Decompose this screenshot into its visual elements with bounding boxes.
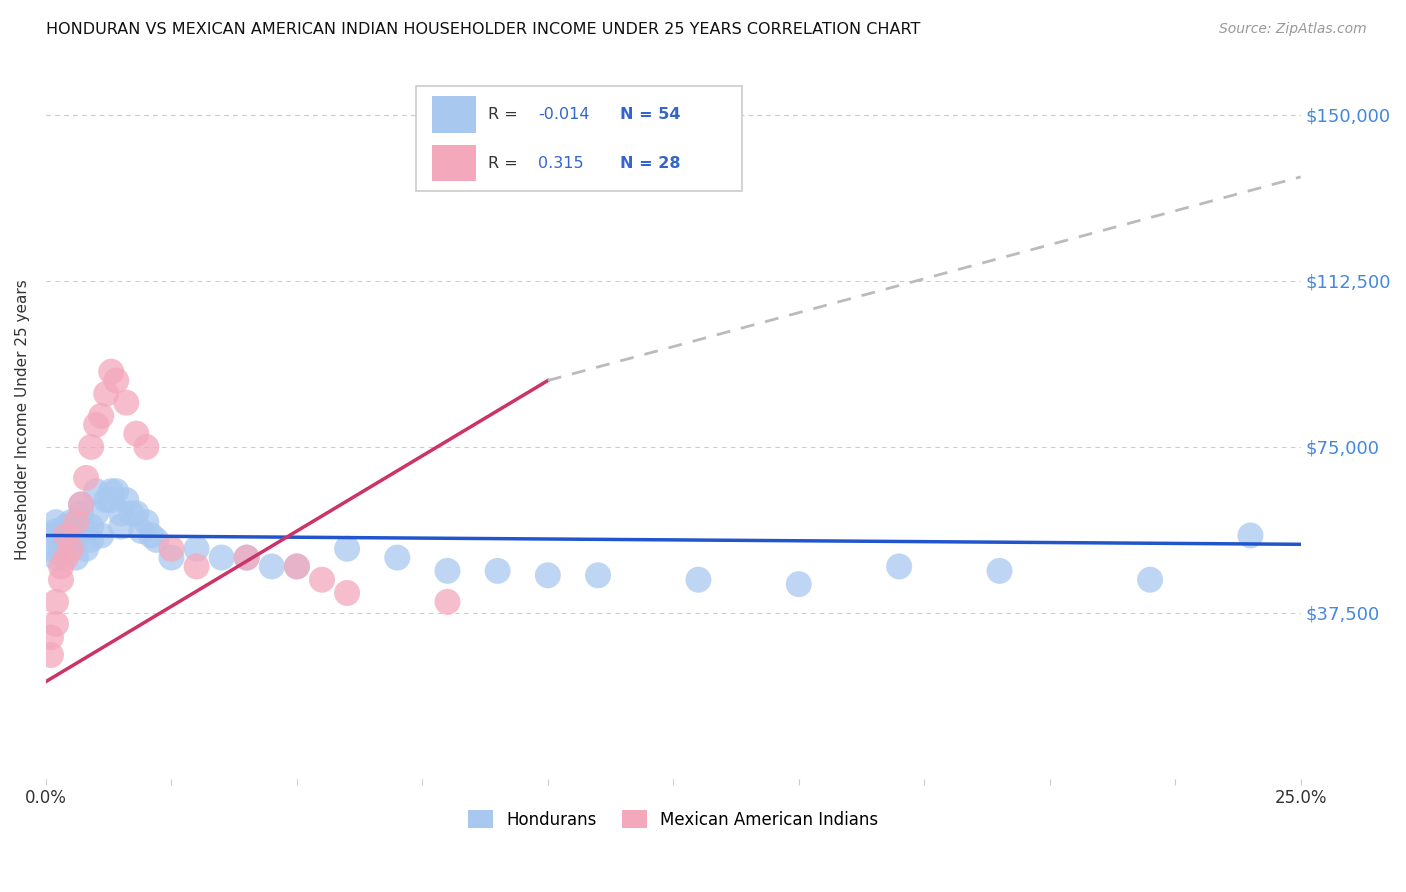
Point	[105, 484, 128, 499]
Point	[80, 519, 103, 533]
Point	[336, 586, 359, 600]
Point	[55, 528, 77, 542]
Point	[49, 559, 72, 574]
Point	[436, 564, 458, 578]
Point	[1139, 573, 1161, 587]
Point	[55, 550, 77, 565]
Point	[84, 484, 107, 499]
Point	[39, 648, 62, 662]
Point	[70, 498, 93, 512]
Point	[131, 524, 153, 538]
Point	[80, 440, 103, 454]
Point	[186, 541, 208, 556]
Point	[45, 550, 67, 565]
Point	[311, 573, 333, 587]
Point	[160, 550, 183, 565]
Legend: Hondurans, Mexican American Indians: Hondurans, Mexican American Indians	[461, 804, 884, 835]
Point	[336, 541, 359, 556]
Point	[80, 533, 103, 547]
Point	[49, 573, 72, 587]
Point	[70, 506, 93, 520]
Point	[125, 506, 148, 520]
Point	[55, 537, 77, 551]
Point	[115, 493, 138, 508]
Point	[96, 386, 118, 401]
Point	[75, 471, 97, 485]
Point	[55, 519, 77, 533]
Point	[537, 568, 560, 582]
Point	[84, 417, 107, 432]
Text: HONDURAN VS MEXICAN AMERICAN INDIAN HOUSEHOLDER INCOME UNDER 25 YEARS CORRELATIO: HONDURAN VS MEXICAN AMERICAN INDIAN HOUS…	[46, 22, 921, 37]
Point	[285, 559, 308, 574]
Point	[45, 524, 67, 538]
Point	[988, 564, 1011, 578]
Point	[486, 564, 509, 578]
Point	[39, 630, 62, 644]
Point	[60, 541, 83, 556]
Point	[100, 484, 122, 499]
Point	[60, 515, 83, 529]
Point	[120, 506, 142, 520]
Point	[260, 559, 283, 574]
Point	[387, 550, 409, 565]
Point	[60, 541, 83, 556]
Y-axis label: Householder Income Under 25 years: Householder Income Under 25 years	[15, 279, 30, 559]
Point	[436, 595, 458, 609]
Point	[75, 541, 97, 556]
Point	[688, 573, 710, 587]
Text: Source: ZipAtlas.com: Source: ZipAtlas.com	[1219, 22, 1367, 37]
Point	[186, 559, 208, 574]
Point	[586, 568, 609, 582]
Point	[115, 395, 138, 409]
Point	[65, 515, 87, 529]
Point	[160, 541, 183, 556]
Point	[96, 493, 118, 508]
Point	[49, 533, 72, 547]
Point	[125, 426, 148, 441]
Point	[787, 577, 810, 591]
Point	[75, 524, 97, 538]
Point	[105, 374, 128, 388]
Point	[90, 409, 112, 423]
Point	[49, 546, 72, 560]
Point	[110, 506, 132, 520]
Point	[45, 515, 67, 529]
Point	[45, 617, 67, 632]
Point	[39, 541, 62, 556]
Point	[65, 550, 87, 565]
Point	[90, 528, 112, 542]
Point	[235, 550, 257, 565]
Point	[110, 519, 132, 533]
Point	[45, 595, 67, 609]
Point	[70, 498, 93, 512]
Point	[235, 550, 257, 565]
Point	[135, 515, 157, 529]
Point	[141, 528, 163, 542]
Point	[100, 493, 122, 508]
Point	[889, 559, 911, 574]
Point	[145, 533, 167, 547]
Point	[65, 533, 87, 547]
Point	[39, 528, 62, 542]
Point	[1239, 528, 1261, 542]
Point	[84, 506, 107, 520]
Point	[60, 524, 83, 538]
Point	[211, 550, 233, 565]
Point	[135, 440, 157, 454]
Point	[285, 559, 308, 574]
Point	[100, 365, 122, 379]
